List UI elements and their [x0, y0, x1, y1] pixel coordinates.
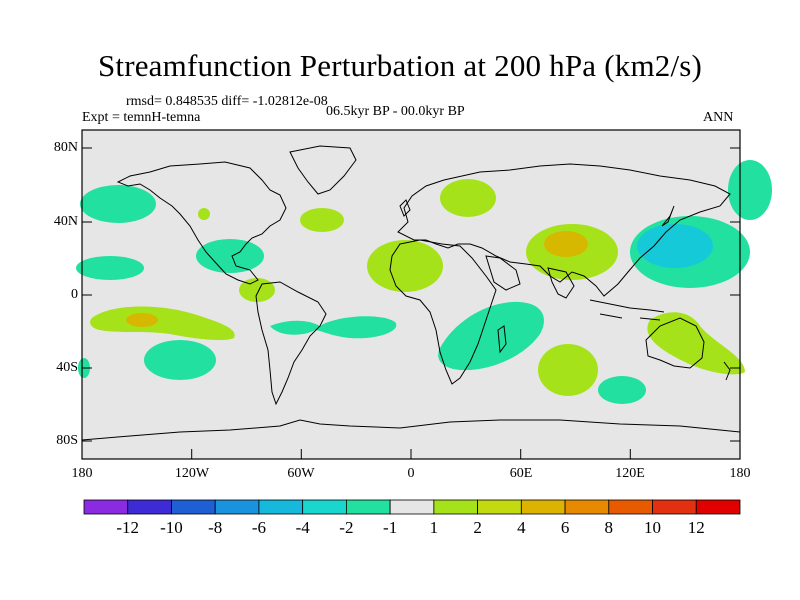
- colorbar-label: -8: [208, 518, 223, 537]
- coastline-antarctica: [81, 419, 741, 441]
- negative-anomaly-region: [647, 312, 745, 375]
- negative-anomaly-region: [144, 340, 216, 380]
- coastline-north-america: [116, 161, 287, 285]
- coastline-eurasia: [397, 163, 731, 297]
- rmsd-diff-text: rmsd= 0.848535 diff= -1.02812e-08: [126, 94, 328, 109]
- coastline-africa: [389, 239, 497, 385]
- colorbar-swatch: [433, 499, 479, 515]
- colorbar: [83, 499, 741, 515]
- colorbar-label: -4: [295, 518, 310, 537]
- lat-label-40n: 40N: [53, 214, 78, 229]
- coastline-indonesia: [589, 299, 665, 321]
- colorbar-label: 6: [560, 518, 570, 537]
- season-label: ANN: [703, 110, 734, 125]
- map-title: Streamfunction Perturbation at 200 hPa (…: [97, 48, 703, 83]
- colorbar-label: 4: [517, 518, 526, 537]
- lat-label-40s: 40S: [56, 360, 78, 375]
- coastline-uk: [399, 199, 411, 217]
- coastline-australia: [645, 317, 705, 369]
- positive-anomaly-region: [367, 240, 443, 292]
- lon-label-0: 0: [407, 466, 415, 481]
- colorbar-swatch: [389, 499, 435, 515]
- positive-anomaly-region: [300, 208, 344, 232]
- colorbar-label: -12: [116, 518, 140, 537]
- lon-label-120w: 120W: [174, 466, 210, 481]
- colorbar-swatch: [608, 499, 653, 515]
- lon-tick-marks: [191, 449, 631, 459]
- negative-anomaly-region: [438, 301, 544, 371]
- colorbar-swatch: [83, 499, 129, 515]
- positive-anomaly-region: [440, 179, 496, 217]
- coastlines: [81, 145, 741, 441]
- colorbar-swatch: [520, 499, 566, 515]
- negative-anomaly-region: [728, 160, 772, 220]
- colorbar-label: 2: [473, 518, 482, 537]
- colorbar-swatch: [695, 499, 741, 515]
- coastline-arabia: [485, 255, 521, 291]
- positive-anomaly-region: [538, 344, 598, 396]
- coastline-south-america: [255, 281, 327, 406]
- lat-tick-marks: [82, 147, 740, 442]
- colorbar-label: -10: [160, 518, 183, 537]
- negative-anomaly-region: [76, 256, 144, 280]
- lon-label-180e: 180: [729, 466, 751, 481]
- colorbar-label: -2: [339, 518, 354, 537]
- colorbar-swatch: [171, 499, 216, 515]
- coastline-india: [547, 267, 575, 299]
- colorbar-label: -6: [251, 518, 266, 537]
- colorbar-swatch: [258, 499, 304, 515]
- anomaly-contours: [76, 160, 772, 404]
- colorbar-swatch: [214, 499, 260, 515]
- colorbar-swatch: [302, 499, 347, 515]
- colorbar-swatch: [127, 499, 172, 515]
- colorbar-label: 1: [429, 518, 439, 537]
- lat-label-80n: 80N: [53, 140, 78, 155]
- coastline-greenland: [289, 145, 357, 195]
- coastline-madagascar: [497, 325, 507, 354]
- negative-anomaly-region: [80, 185, 156, 223]
- period-text: 06.5kyr BP - 00.0kyr BP: [326, 104, 465, 119]
- positive-anomaly-region: [198, 208, 210, 220]
- lon-label-60e: 60E: [509, 466, 533, 481]
- positive-anomaly-region: [544, 231, 588, 257]
- negative-anomaly-region: [270, 316, 397, 339]
- colorbar-label: 10: [644, 518, 662, 537]
- lon-label-60w: 60W: [287, 466, 315, 481]
- colorbar-swatch: [652, 499, 697, 515]
- colorbar-swatch: [345, 499, 391, 515]
- colorbar-label: 12: [687, 518, 705, 537]
- negative-anomaly-region: [196, 239, 264, 273]
- colorbar-label: 8: [604, 518, 614, 537]
- positive-anomaly-region: [126, 313, 158, 327]
- positive-anomaly-region: [239, 278, 275, 302]
- lat-label-80s: 80S: [56, 433, 78, 448]
- negative-anomaly-region: [637, 224, 713, 268]
- colorbar-label: -1: [383, 518, 398, 537]
- coastline-japan: [661, 205, 675, 227]
- coastline-new-zealand: [723, 361, 731, 381]
- map-ocean-background: [82, 130, 740, 459]
- experiment-text: Expt = temnH-temna: [82, 110, 201, 125]
- colorbar-swatch: [564, 499, 610, 515]
- lon-label-180w: 180: [71, 466, 93, 481]
- lon-label-120e: 120E: [615, 466, 645, 481]
- lat-label-0: 0: [71, 287, 78, 302]
- colorbar-swatch: [477, 499, 522, 515]
- positive-anomaly-region: [90, 306, 235, 341]
- negative-anomaly-region: [598, 376, 646, 404]
